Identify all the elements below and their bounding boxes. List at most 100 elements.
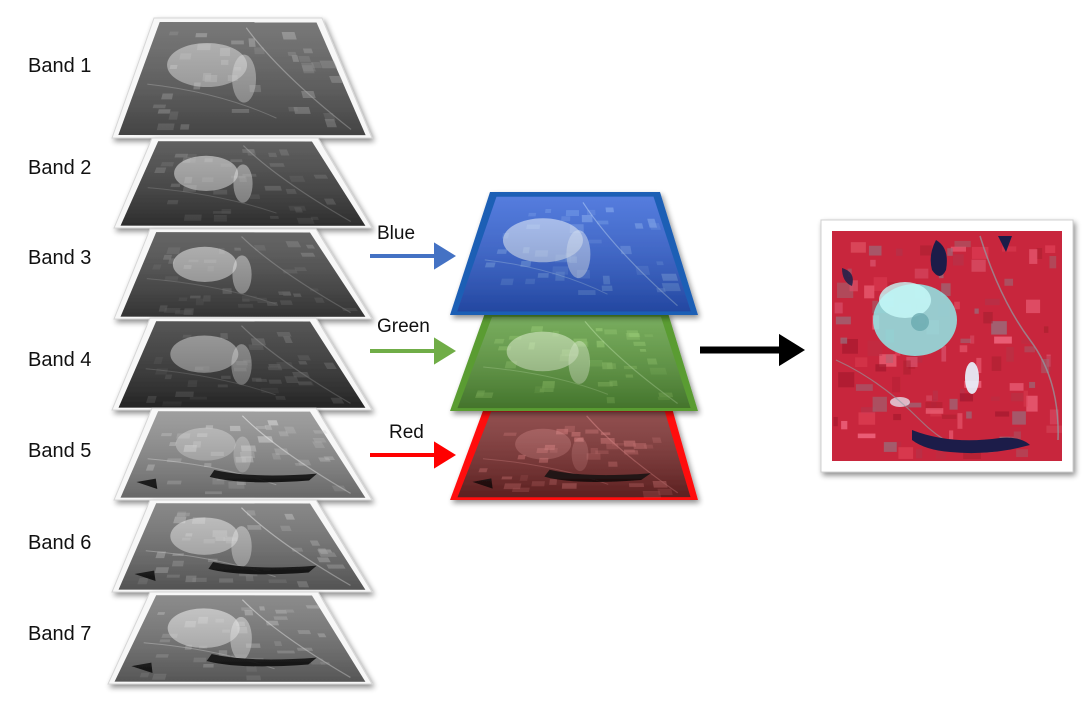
terrain-patch — [966, 411, 972, 419]
terrain-patch — [1029, 381, 1036, 388]
terrain-patch — [916, 448, 923, 459]
terrain-patch — [849, 280, 858, 292]
terrain-patch — [1009, 383, 1024, 391]
composite-base — [832, 231, 1062, 461]
terrain-patch — [947, 248, 953, 256]
lake — [842, 268, 853, 286]
terrain-patch — [971, 246, 989, 259]
terrain-patch — [970, 335, 975, 344]
band-5-layer — [113, 407, 373, 501]
band-shading — [118, 321, 366, 408]
arrows — [370, 242, 805, 469]
terrain-patch — [1049, 409, 1059, 425]
river-line — [979, 235, 1059, 441]
red-arrow — [370, 441, 456, 469]
band-layers — [107, 17, 373, 685]
terrain-patch — [1006, 346, 1014, 362]
terrain-patch — [942, 414, 957, 419]
snow-patch — [965, 362, 979, 394]
composite-arrow — [700, 333, 805, 367]
terrain-patch — [833, 416, 838, 427]
terrain-patch — [1002, 246, 1017, 252]
terrain-patch — [1046, 425, 1062, 433]
terrain-patch — [936, 445, 946, 459]
terrain-patch — [855, 384, 873, 391]
band-3-label: Band 3 — [28, 247, 92, 269]
layer-shading — [457, 196, 691, 312]
terrain-patch — [1012, 411, 1026, 425]
band-6-layer — [111, 499, 373, 593]
glacier-area — [879, 282, 931, 318]
lake — [912, 430, 1030, 454]
terrain-patch — [949, 398, 958, 410]
terrain-patch — [1023, 390, 1028, 407]
terrain-patch — [907, 402, 922, 408]
terrain-patch — [994, 336, 1012, 344]
terrain-patch — [883, 442, 897, 452]
terrain-patch — [949, 430, 954, 440]
band-1-label: Band 1 — [28, 55, 92, 77]
band-4-layer — [111, 317, 373, 411]
terrain-patch — [868, 245, 882, 256]
terrain-patch — [895, 350, 901, 356]
terrain-patch — [1024, 346, 1036, 353]
terrain-patch — [1009, 426, 1021, 440]
terrain-patch — [932, 390, 938, 402]
band-shading — [118, 22, 366, 136]
terrain-patch — [885, 354, 894, 363]
green-channel-label: Green — [377, 316, 430, 337]
terrain-patch — [991, 321, 1007, 335]
terrain-patch — [954, 240, 971, 248]
terrain-patch — [1026, 299, 1041, 314]
terrain-patch — [857, 433, 876, 439]
band-shading — [118, 503, 366, 590]
lake — [998, 236, 1012, 252]
terrain-patch — [959, 393, 974, 402]
terrain-patch — [898, 447, 914, 459]
layer-shading — [457, 411, 691, 498]
terrain-patch — [893, 413, 902, 421]
band-shading — [120, 411, 366, 498]
blue-layer — [450, 192, 698, 315]
terrain-patch — [1043, 326, 1049, 333]
crater — [911, 313, 929, 331]
terrain-patch — [950, 246, 967, 252]
arrow-head — [434, 441, 456, 469]
terrain-patch — [963, 448, 981, 460]
blue-channel-label: Blue — [377, 223, 416, 244]
terrain-patch — [906, 357, 918, 368]
terrain-patch — [903, 360, 911, 375]
terrain-patch — [850, 242, 866, 253]
terrain-patch — [870, 259, 876, 267]
green-arrow — [370, 337, 456, 365]
terrain-patch — [838, 372, 855, 388]
terrain-patch — [841, 420, 848, 430]
band-5-label: Band 5 — [28, 440, 92, 462]
band-shading — [120, 232, 366, 317]
terrain-patch — [974, 308, 979, 314]
terrain-patch — [984, 298, 1000, 306]
terrain-patch — [835, 316, 851, 325]
terrain-patch — [976, 357, 982, 374]
terrain-patch — [860, 407, 876, 414]
terrain-patch — [872, 396, 887, 412]
terrain-patch — [952, 254, 964, 266]
arrow-head — [434, 242, 456, 270]
terrain-patch — [1026, 395, 1038, 412]
terrain-patch — [995, 411, 1010, 417]
terrain-patch — [875, 364, 887, 372]
terrain-patch — [910, 351, 923, 363]
band-7-layer — [107, 591, 373, 685]
terrain-patch — [1016, 449, 1028, 458]
terrain-patch — [960, 338, 971, 344]
terrain-patch — [925, 402, 943, 411]
band-7-label: Band 7 — [28, 623, 92, 645]
terrain-patch — [834, 302, 843, 314]
arrow-head — [434, 337, 456, 365]
band-4-label: Band 4 — [28, 349, 92, 371]
band-6-label: Band 6 — [28, 532, 92, 554]
composite-frame — [820, 219, 1074, 473]
terrain-patch — [858, 412, 876, 425]
terrain-patch — [959, 345, 968, 353]
